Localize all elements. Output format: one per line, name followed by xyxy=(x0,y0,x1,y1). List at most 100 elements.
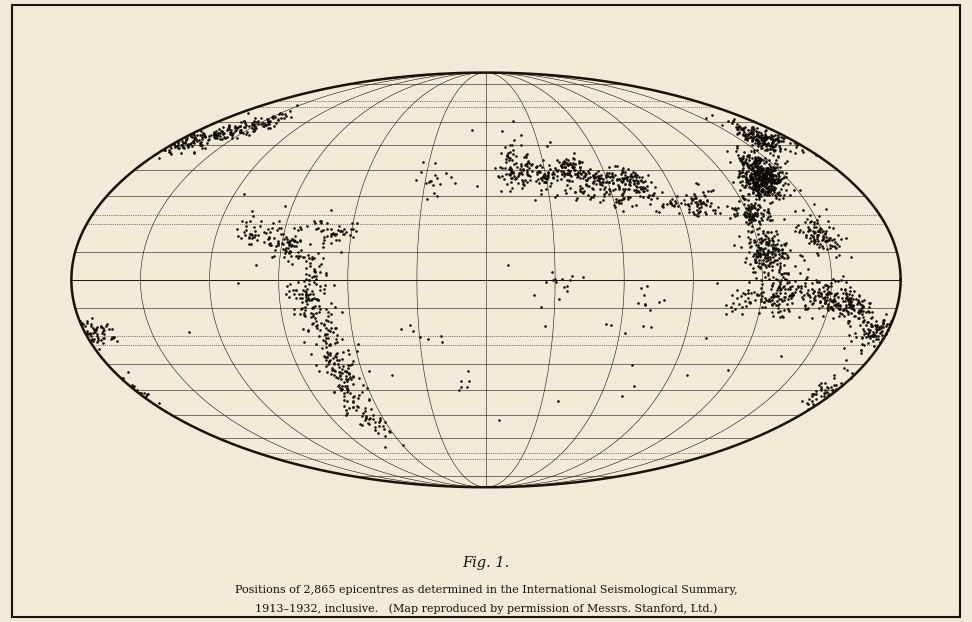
Point xyxy=(752,156,768,165)
Point xyxy=(819,295,835,305)
Point xyxy=(827,296,843,306)
Point xyxy=(336,225,352,234)
Point xyxy=(777,215,792,225)
Point xyxy=(604,320,619,330)
Point xyxy=(542,164,558,174)
Point xyxy=(760,212,776,222)
Point xyxy=(743,178,758,188)
Point xyxy=(751,200,767,210)
Point xyxy=(821,288,837,298)
Point xyxy=(508,173,524,183)
Point xyxy=(597,182,612,192)
Point xyxy=(287,223,302,233)
Point xyxy=(753,167,769,177)
Point xyxy=(248,226,263,236)
Point xyxy=(161,145,177,155)
Point xyxy=(725,299,741,309)
Point xyxy=(761,234,777,244)
Point xyxy=(139,389,155,399)
Point xyxy=(320,352,335,362)
Point xyxy=(561,175,576,185)
Point xyxy=(700,195,715,205)
Point xyxy=(798,217,814,227)
Point xyxy=(346,356,362,366)
Point xyxy=(358,415,373,425)
Point xyxy=(248,113,263,123)
Point xyxy=(747,251,763,261)
Point xyxy=(846,300,861,310)
Point xyxy=(755,139,771,149)
Point xyxy=(844,297,859,307)
Point xyxy=(499,169,514,179)
Point xyxy=(752,181,768,191)
Point xyxy=(769,155,784,165)
Point xyxy=(311,261,327,271)
Point xyxy=(588,169,604,179)
Point xyxy=(260,116,276,126)
Point xyxy=(771,174,786,183)
Point xyxy=(503,174,519,183)
Point xyxy=(750,166,766,176)
Point xyxy=(737,193,752,203)
Point xyxy=(751,164,767,174)
Point xyxy=(693,202,709,212)
Point xyxy=(746,179,761,188)
Point xyxy=(378,442,394,452)
Point xyxy=(560,281,575,290)
Point xyxy=(732,122,747,132)
Point xyxy=(819,303,835,313)
Point xyxy=(741,204,756,214)
Point xyxy=(236,116,252,126)
Point xyxy=(503,164,519,174)
Point xyxy=(635,177,650,187)
Point xyxy=(324,369,339,379)
Point xyxy=(537,169,552,179)
Point xyxy=(264,113,280,123)
Point xyxy=(814,385,829,395)
Point xyxy=(233,117,249,127)
Point xyxy=(260,234,276,244)
Point xyxy=(655,202,671,212)
Point xyxy=(555,159,571,169)
Point xyxy=(630,178,645,188)
Point xyxy=(758,177,774,187)
Point xyxy=(758,183,774,193)
Point xyxy=(851,313,867,323)
Point xyxy=(162,141,178,151)
Point xyxy=(754,144,770,154)
Point xyxy=(769,288,784,298)
Point xyxy=(781,251,796,261)
Point xyxy=(746,202,762,212)
Point xyxy=(207,132,223,142)
Point xyxy=(770,177,785,187)
Point xyxy=(215,128,230,138)
Point xyxy=(811,236,826,246)
Point xyxy=(85,313,100,323)
Point xyxy=(424,176,439,186)
Point xyxy=(757,243,773,253)
Point xyxy=(188,134,203,144)
Point xyxy=(689,205,705,215)
Point xyxy=(731,150,746,160)
Point xyxy=(503,164,519,174)
Point xyxy=(841,302,856,312)
Point xyxy=(742,208,757,218)
Point xyxy=(758,167,774,177)
Point xyxy=(781,304,796,314)
Point xyxy=(563,158,578,168)
Point xyxy=(761,294,777,304)
Point xyxy=(502,164,517,174)
Point xyxy=(743,203,758,213)
Point xyxy=(765,131,781,141)
Point xyxy=(808,150,823,160)
Point xyxy=(730,203,746,213)
Point xyxy=(752,251,768,261)
Point xyxy=(760,186,776,196)
Point xyxy=(746,147,762,157)
Point xyxy=(101,323,117,333)
Point xyxy=(752,243,768,253)
Point xyxy=(570,171,585,181)
Point xyxy=(850,299,865,309)
Point xyxy=(756,174,772,184)
Point xyxy=(628,187,643,197)
